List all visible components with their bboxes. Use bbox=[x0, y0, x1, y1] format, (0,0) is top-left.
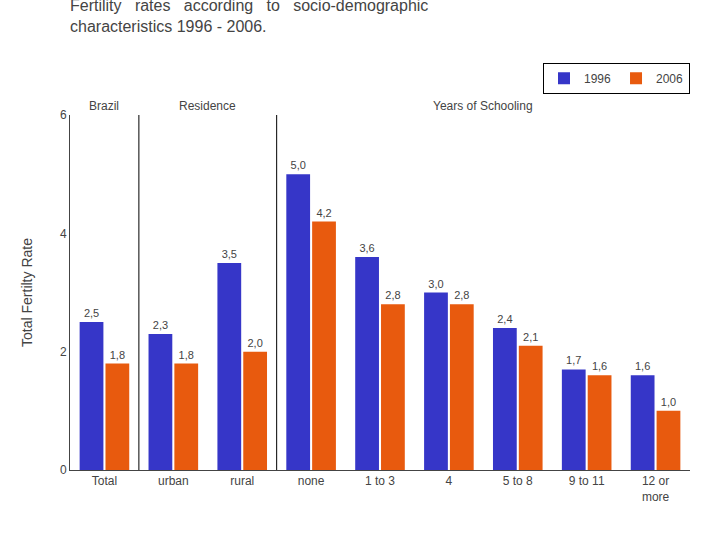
svg-text:1996: 1996 bbox=[584, 72, 611, 86]
svg-text:1,0: 1,0 bbox=[661, 396, 676, 408]
svg-text:3,5: 3,5 bbox=[222, 248, 237, 260]
svg-text:2,5: 2,5 bbox=[84, 307, 99, 319]
svg-text:1,6: 1,6 bbox=[592, 360, 607, 372]
svg-text:5 to 8: 5 to 8 bbox=[503, 474, 533, 488]
svg-text:9 to 11: 9 to 11 bbox=[569, 474, 605, 488]
svg-text:4: 4 bbox=[446, 474, 453, 488]
svg-text:1,8: 1,8 bbox=[110, 349, 125, 361]
svg-text:none: none bbox=[298, 474, 325, 488]
svg-text:2,8: 2,8 bbox=[385, 289, 400, 301]
svg-text:3,6: 3,6 bbox=[359, 242, 374, 254]
svg-text:5,0: 5,0 bbox=[291, 159, 306, 171]
svg-text:4: 4 bbox=[60, 227, 67, 241]
svg-text:1,8: 1,8 bbox=[179, 349, 194, 361]
svg-text:2: 2 bbox=[60, 345, 67, 359]
svg-text:0: 0 bbox=[60, 463, 67, 477]
svg-text:2,0: 2,0 bbox=[247, 337, 262, 349]
svg-text:Total: Total bbox=[92, 474, 117, 488]
svg-text:Years of Schooling: Years of Schooling bbox=[433, 99, 533, 113]
svg-text:urban: urban bbox=[158, 474, 189, 488]
svg-text:1,7: 1,7 bbox=[566, 354, 581, 366]
svg-text:2,8: 2,8 bbox=[454, 289, 469, 301]
svg-text:1 to 3: 1 to 3 bbox=[365, 474, 395, 488]
svg-text:2006: 2006 bbox=[656, 72, 683, 86]
svg-text:rural: rural bbox=[230, 474, 254, 488]
svg-text:Residence: Residence bbox=[179, 99, 236, 113]
svg-text:1,6: 1,6 bbox=[635, 360, 650, 372]
svg-text:6: 6 bbox=[60, 108, 67, 122]
svg-text:4,2: 4,2 bbox=[316, 207, 331, 219]
svg-text:Fertility rates according: Fertility rates according to socio-demog… bbox=[70, 0, 428, 35]
svg-text:2,4: 2,4 bbox=[497, 313, 512, 325]
svg-text:Brazil: Brazil bbox=[89, 99, 119, 113]
svg-text:12 ormore: 12 ormore bbox=[642, 474, 670, 504]
svg-text:2,1: 2,1 bbox=[523, 331, 538, 343]
svg-text:2,3: 2,3 bbox=[153, 319, 168, 331]
svg-text:Total Fertilty Rate: Total Fertilty Rate bbox=[19, 238, 35, 347]
svg-text:3,0: 3,0 bbox=[428, 278, 443, 290]
